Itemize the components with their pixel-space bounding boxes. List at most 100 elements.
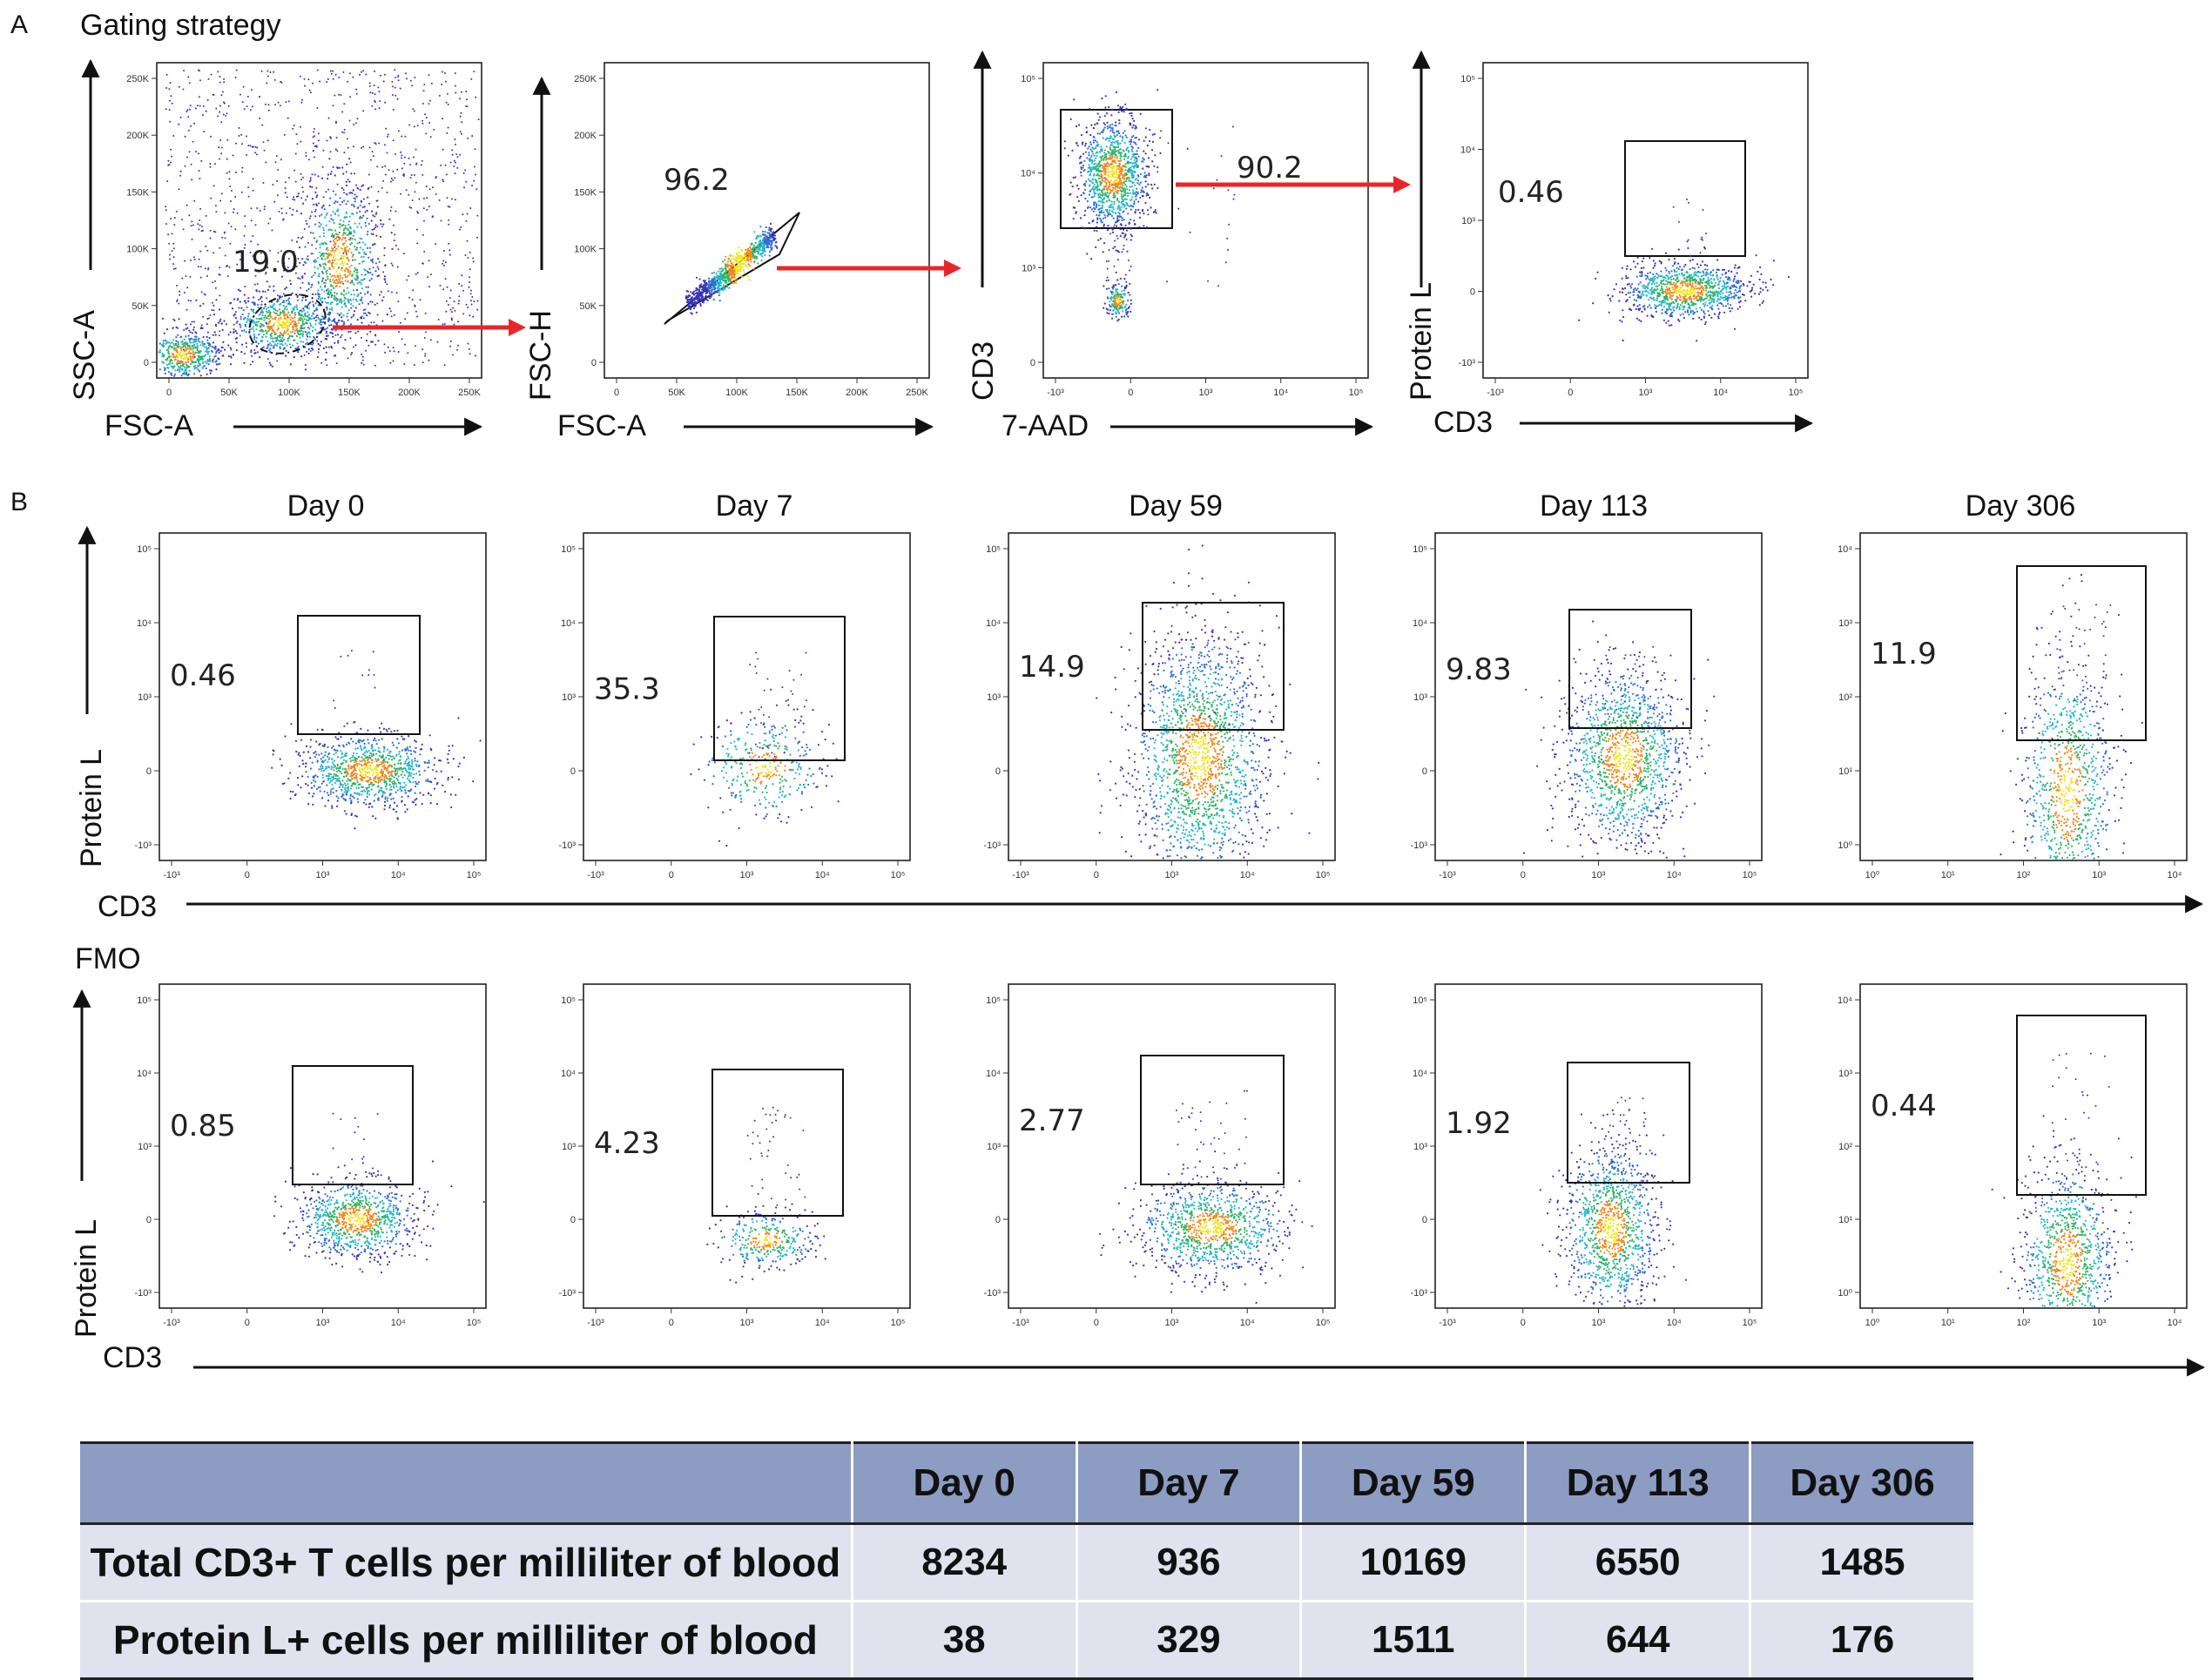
event-dot xyxy=(1110,175,1113,178)
event-dot xyxy=(349,96,352,98)
event-dot xyxy=(760,242,763,245)
event-dot xyxy=(421,233,424,236)
event-dot xyxy=(332,247,334,251)
event-dot xyxy=(309,232,312,234)
event-dot xyxy=(185,308,188,311)
event-dot xyxy=(287,300,291,304)
event-dot xyxy=(261,124,264,126)
event-dot xyxy=(1096,112,1099,115)
event-dot xyxy=(302,315,305,318)
event-dot xyxy=(325,279,327,281)
event-dot xyxy=(362,312,366,314)
event-dot xyxy=(206,351,209,354)
event-dot xyxy=(1096,221,1098,224)
event-dot xyxy=(297,192,300,195)
event-dot xyxy=(209,369,212,372)
event-dot xyxy=(476,236,479,239)
event-dot xyxy=(1112,131,1115,133)
event-dot xyxy=(198,228,200,231)
event-dot xyxy=(256,207,259,209)
y-tick-label: 250K xyxy=(574,74,597,84)
event-dot xyxy=(1151,160,1154,163)
event-dot xyxy=(240,307,243,309)
event-dot xyxy=(243,234,246,237)
event-dot xyxy=(717,287,719,289)
event-dot xyxy=(1100,209,1103,213)
event-dot xyxy=(239,315,242,318)
event-dot xyxy=(197,340,199,343)
event-dot xyxy=(307,226,310,228)
event-dot xyxy=(345,250,347,253)
event-dot xyxy=(1096,172,1099,175)
event-dot xyxy=(1097,188,1101,191)
event-dot xyxy=(1142,167,1144,170)
event-dot xyxy=(352,314,354,317)
event-dot xyxy=(354,332,357,334)
event-dot xyxy=(291,335,294,338)
event-dot xyxy=(411,299,414,301)
event-dot xyxy=(1150,149,1154,152)
event-dot xyxy=(300,325,302,327)
event-dot xyxy=(280,159,282,161)
event-dot xyxy=(1159,152,1162,154)
event-dot xyxy=(339,276,341,279)
event-dot xyxy=(341,260,343,263)
event-dot xyxy=(353,283,355,286)
event-dot xyxy=(261,311,264,314)
event-dot xyxy=(455,153,458,156)
event-dot xyxy=(337,208,340,211)
event-dot xyxy=(1067,154,1069,157)
event-dot xyxy=(178,85,180,88)
event-dot xyxy=(335,247,338,250)
event-dot xyxy=(342,220,345,223)
event-dot xyxy=(435,243,437,246)
event-dot xyxy=(236,299,239,301)
event-dot xyxy=(195,340,198,342)
event-dot xyxy=(201,226,203,228)
event-dot xyxy=(1118,179,1121,182)
event-dot xyxy=(1063,147,1066,150)
event-dot xyxy=(383,343,386,346)
event-dot xyxy=(276,180,278,182)
event-dot xyxy=(311,244,314,246)
event-dot xyxy=(690,291,692,293)
event-dot xyxy=(382,223,385,226)
event-dot xyxy=(1115,135,1117,138)
event-dot xyxy=(223,102,226,105)
event-dot xyxy=(425,331,427,334)
event-dot xyxy=(372,155,374,158)
event-dot xyxy=(1116,133,1118,136)
event-dot xyxy=(263,319,266,321)
event-dot xyxy=(320,315,323,318)
event-dot xyxy=(337,233,340,236)
event-dot xyxy=(390,232,393,234)
event-dot xyxy=(219,105,221,107)
event-dot xyxy=(303,273,307,275)
event-dot xyxy=(360,292,362,294)
event-dot xyxy=(287,311,290,314)
event-dot xyxy=(340,336,342,339)
event-dot xyxy=(158,342,161,345)
event-dot xyxy=(263,208,266,211)
event-dot xyxy=(746,275,750,278)
event-dot xyxy=(308,335,311,338)
event-dot xyxy=(1093,154,1096,157)
event-dot xyxy=(355,248,358,251)
event-dot xyxy=(1113,165,1116,167)
event-dot xyxy=(307,347,310,351)
event-dot xyxy=(1137,175,1140,178)
event-dot xyxy=(283,308,286,311)
event-dot xyxy=(177,359,179,361)
event-dot xyxy=(464,169,467,172)
event-dot xyxy=(383,246,386,249)
event-dot xyxy=(1121,217,1123,219)
event-dot xyxy=(190,362,192,365)
event-dot xyxy=(199,344,202,347)
event-dot xyxy=(350,252,353,254)
event-dot xyxy=(1116,189,1119,192)
event-dot xyxy=(278,321,280,324)
event-dot xyxy=(175,355,178,358)
event-dot xyxy=(342,172,345,175)
event-dot xyxy=(220,192,223,195)
event-dot xyxy=(372,267,374,269)
